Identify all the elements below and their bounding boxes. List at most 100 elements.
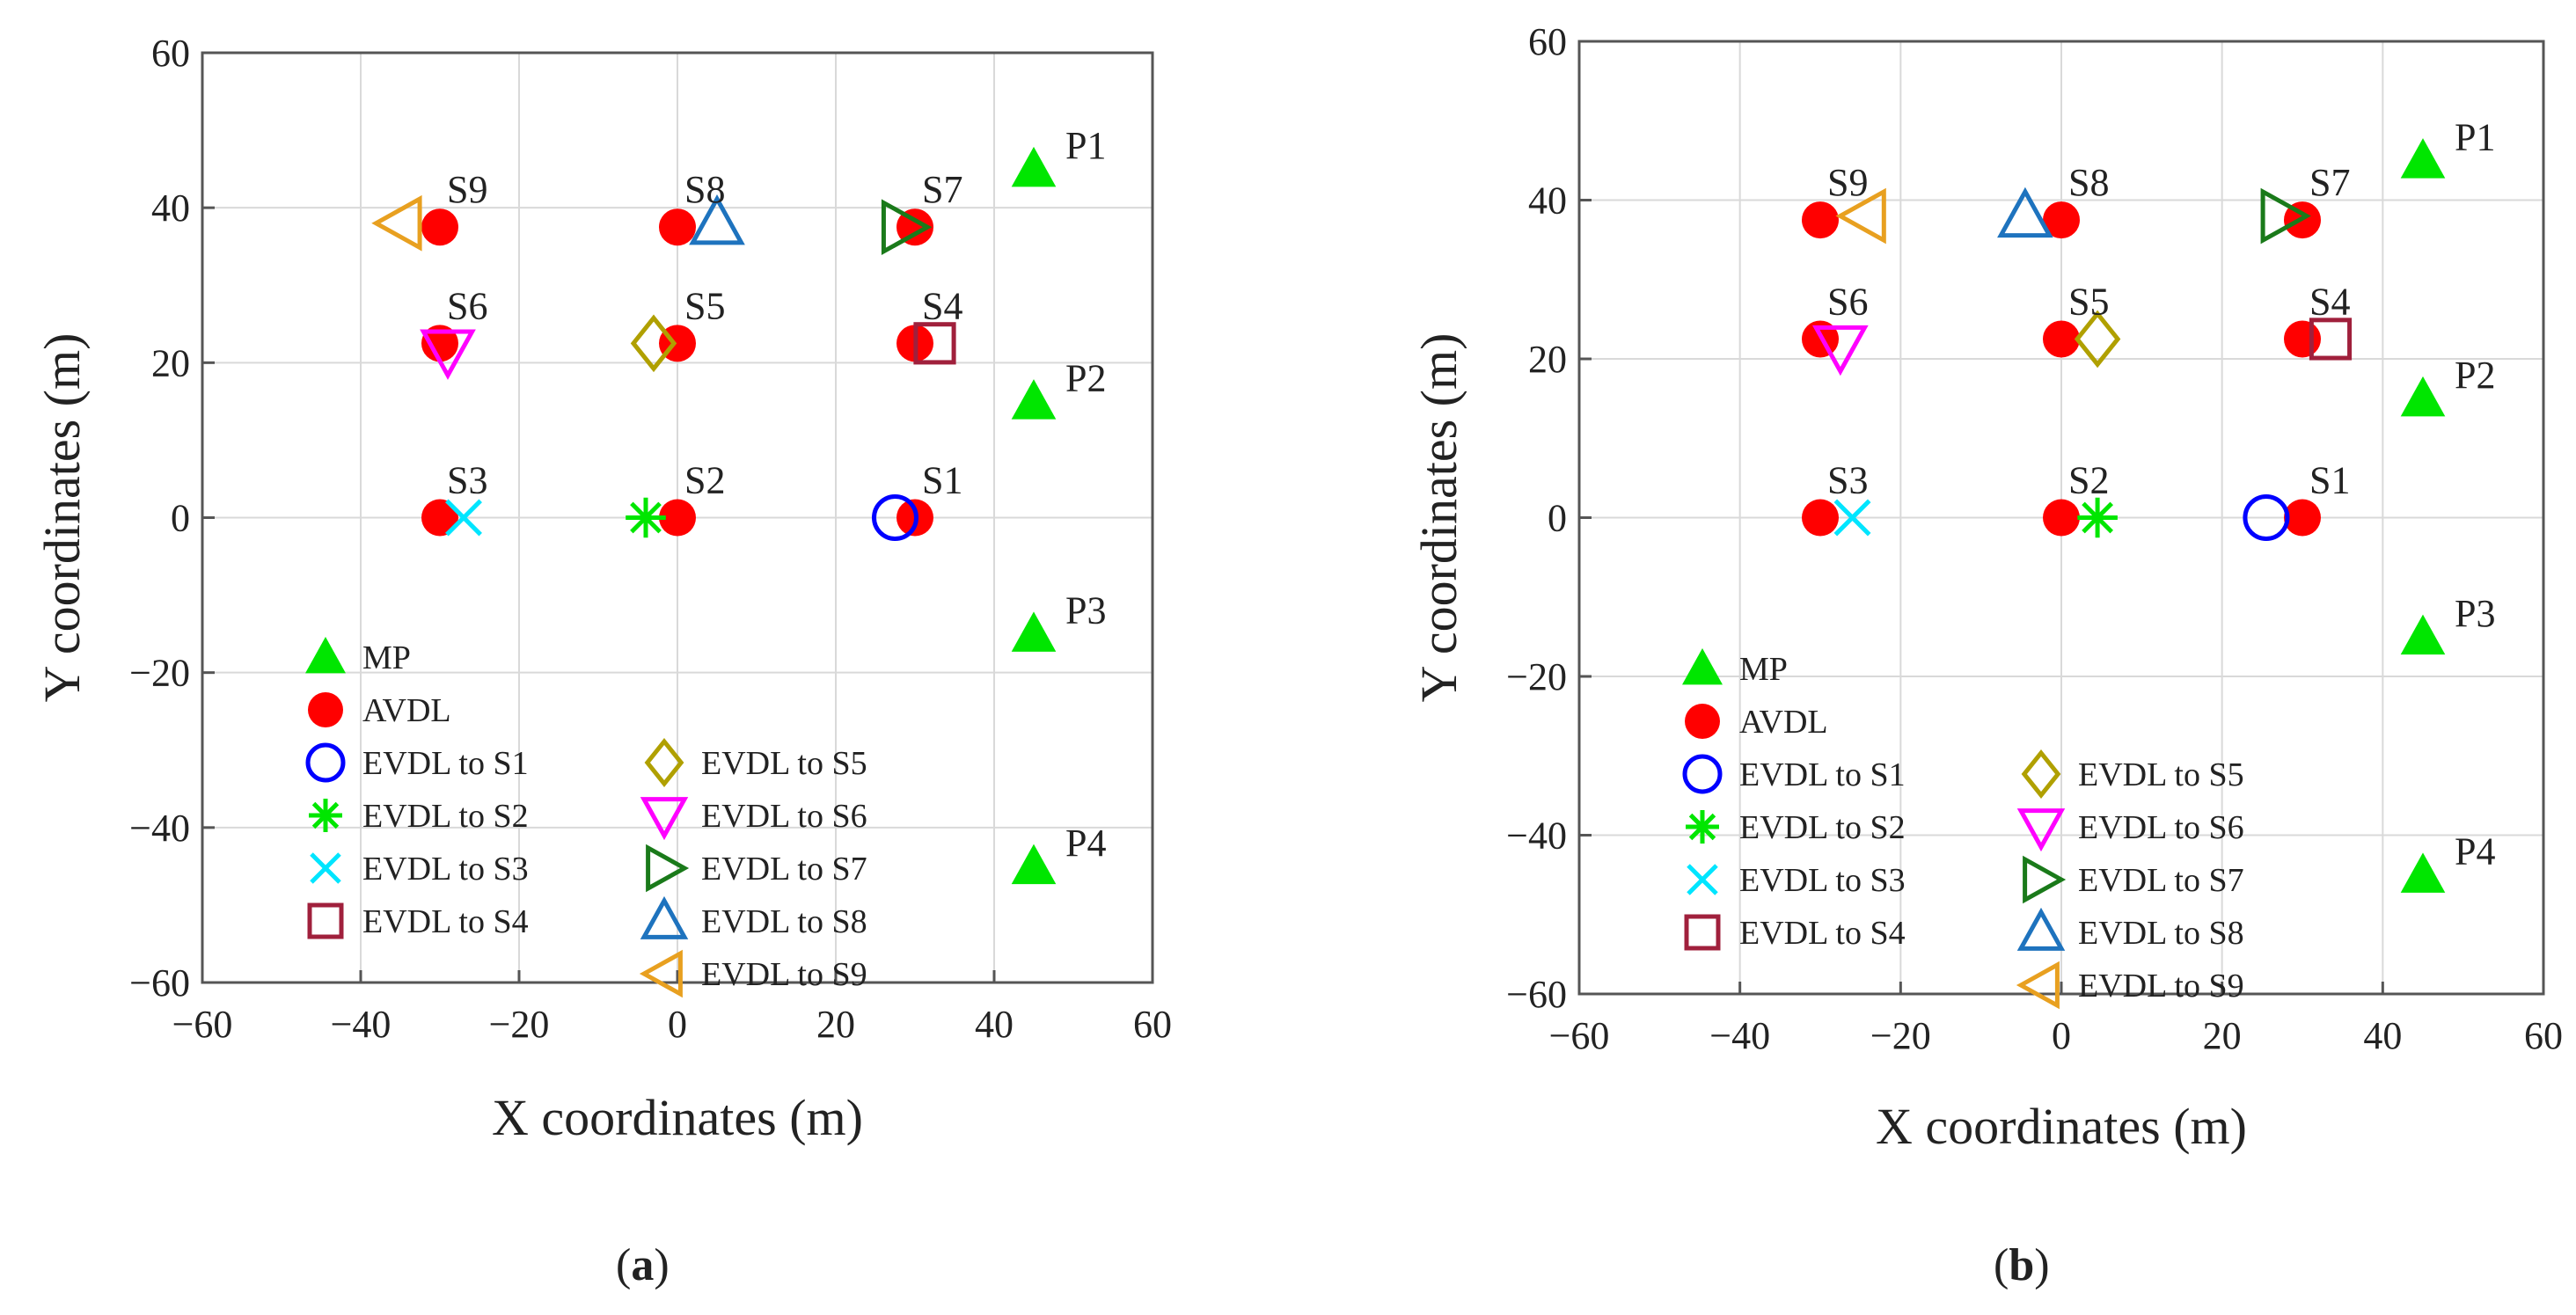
- x-tick-label: 60: [2524, 1014, 2563, 1057]
- x-tick-label: −40: [1709, 1014, 1770, 1057]
- evdl-point-s4: [2309, 318, 2353, 361]
- avdl-point: [896, 208, 933, 246]
- legend-marker-s6: [640, 797, 689, 841]
- avdl-point: [659, 208, 696, 246]
- y-tick-label: −40: [1506, 815, 1567, 858]
- x-tick-label: −40: [331, 1003, 392, 1046]
- evdl-point-s4: [913, 322, 956, 365]
- evdl-point-s2: [2077, 497, 2118, 538]
- evdl-point-s3: [445, 499, 482, 537]
- legend-label: EVDL to S6: [701, 798, 867, 835]
- chart-panel-a: −60 −40 −20 0 20 40 60 −60 −40 −20 0 20 40 60 X coordi…: [33, 32, 1172, 1290]
- evdl-point-s6: [1811, 325, 1869, 376]
- legend-marker-s8: [640, 895, 689, 939]
- legend-label: AVDL: [1739, 704, 1828, 741]
- sensor-label: S1: [2309, 459, 2350, 502]
- legend-marker-s2: [1686, 810, 1719, 844]
- x-axis-title: X coordinates (m): [1876, 1098, 2247, 1155]
- sensor-label: S5: [684, 284, 725, 327]
- sensor-label: S7: [2309, 161, 2350, 204]
- legend-marker-s9: [639, 949, 683, 998]
- mp-point: [1011, 844, 1057, 885]
- mp-point: [1011, 379, 1057, 420]
- sensor-label: S3: [447, 459, 487, 502]
- evdl-point-s9: [1835, 187, 1886, 245]
- legend-label: MP: [1739, 651, 1788, 688]
- sensor-label: S7: [922, 168, 962, 211]
- avdl-point: [2284, 320, 2321, 358]
- y-tick-label: −60: [129, 961, 190, 1005]
- legend-label: EVDL to S5: [2078, 756, 2244, 793]
- x-tick-label: 40: [975, 1003, 1014, 1046]
- sensor-label: S2: [684, 459, 725, 502]
- evdl-point-s9: [371, 194, 422, 252]
- x-tick-label: 0: [2052, 1014, 2071, 1057]
- legend-label: EVDL to S9: [2078, 968, 2244, 1005]
- panel-label: (b): [1994, 1240, 2050, 1290]
- y-tick-label: −40: [129, 807, 190, 850]
- y-tick-label: 40: [1528, 179, 1567, 223]
- y-tick-label: −60: [1506, 973, 1567, 1016]
- legend-label: EVDL to S4: [362, 903, 529, 940]
- mp-point-label: P4: [2455, 830, 2495, 873]
- avdl-point: [659, 499, 696, 537]
- x-tick-label: 40: [2363, 1014, 2402, 1057]
- mp-point: [2400, 138, 2446, 179]
- evdl-point-s2: [626, 497, 666, 538]
- evdl-point-s3: [1833, 499, 1871, 537]
- sensor-label: S6: [447, 284, 487, 327]
- mp-point: [2400, 852, 2446, 893]
- avdl-point: [421, 325, 458, 362]
- avdl-point: [1802, 201, 1839, 239]
- mp-point-label: P3: [1065, 589, 1106, 632]
- legend: MP AVDL EVDL to S1 EVDL to S2 EVDL to S3 EVDL…: [1682, 648, 2244, 1010]
- mp-point: [1011, 146, 1057, 187]
- y-axis-title: Y coordinates (m): [1410, 333, 1467, 703]
- y-tick-label: 20: [151, 341, 190, 384]
- x-tick-label: 20: [816, 1003, 855, 1046]
- legend-label: EVDL to S4: [1739, 915, 1906, 952]
- evdl-point-s7: [881, 199, 933, 256]
- sensor-label: S4: [2309, 280, 2350, 323]
- sensor-label: S8: [684, 168, 725, 211]
- mp-point: [1011, 611, 1057, 652]
- avdl-point: [2043, 320, 2080, 358]
- legend-label: EVDL to S1: [1739, 756, 1906, 793]
- avdl-point: [2043, 499, 2080, 537]
- legend-marker-s1: [1682, 754, 1723, 794]
- legend-marker-avdl: [308, 692, 343, 727]
- sensor-label: S2: [2068, 459, 2109, 502]
- avdl-point: [421, 208, 458, 246]
- sensor-label: S8: [2068, 161, 2109, 204]
- legend-label: MP: [362, 639, 411, 676]
- legend-label: EVDL to S9: [701, 956, 867, 993]
- legend-marker-s7: [646, 844, 690, 893]
- legend-marker-s2: [309, 799, 342, 832]
- legend-marker-mp: [305, 637, 346, 674]
- sensor-label: S9: [1827, 161, 1868, 204]
- legend-label: EVDL to S7: [701, 851, 867, 888]
- chart-panel-b: −60 −40 −20 0 20 40 60 −60 −40 −20 0 20 40 60 X coordi…: [1410, 20, 2563, 1290]
- avdl-point: [2284, 499, 2321, 537]
- legend-label: EVDL to S3: [1739, 862, 1906, 899]
- y-tick-label: −20: [1506, 655, 1567, 698]
- x-tick-label: −60: [172, 1003, 233, 1046]
- legend-label: EVDL to S5: [701, 745, 867, 782]
- mp-point-label: P1: [1065, 124, 1106, 167]
- y-tick-label: −20: [129, 652, 190, 695]
- mp-point-label: P2: [1065, 356, 1106, 399]
- legend-label: EVDL to S1: [362, 745, 529, 782]
- x-tick-label: −20: [1870, 1014, 1931, 1057]
- legend-marker-s4: [1684, 914, 1721, 951]
- legend-marker-s5: [644, 737, 684, 788]
- legend-marker-s4: [307, 902, 344, 939]
- evdl-point-s7: [2260, 187, 2311, 245]
- evdl-point-s8: [689, 194, 745, 245]
- y-tick-label: 60: [1528, 20, 1567, 63]
- legend: MP AVDL EVDL to S1 EVDL to S2 EVDL to S3 EVDL…: [305, 637, 867, 998]
- sensor-label: S9: [447, 168, 487, 211]
- y-tick-label: 60: [151, 32, 190, 75]
- sensor-label: S1: [922, 459, 962, 502]
- x-axis-title: X coordinates (m): [492, 1089, 863, 1146]
